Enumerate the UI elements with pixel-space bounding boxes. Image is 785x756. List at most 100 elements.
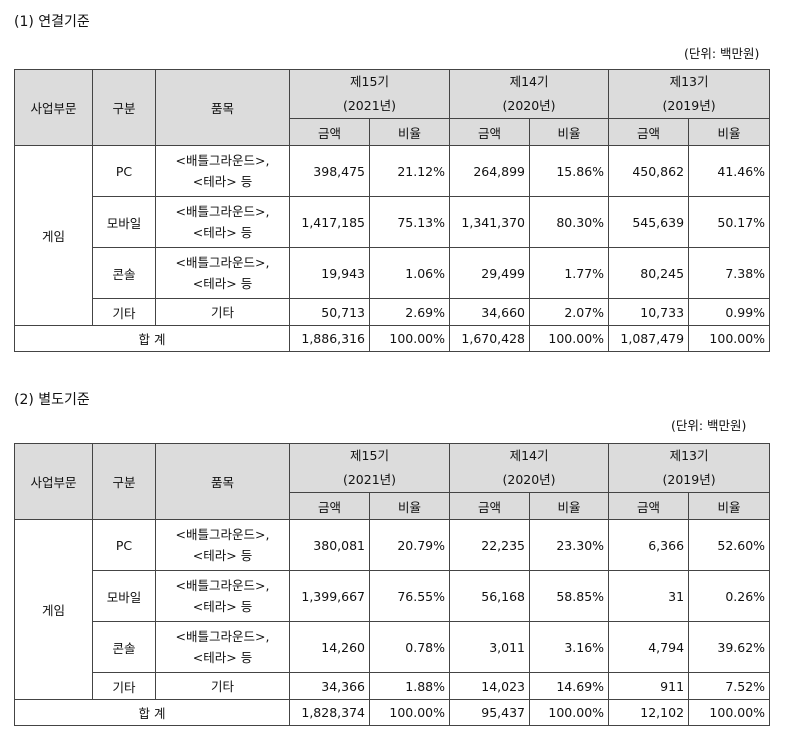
product-line: 기타 bbox=[210, 304, 234, 320]
unit-label: (단위: 백만원) bbox=[671, 418, 747, 433]
product-line: <배틀그라운드>, bbox=[175, 527, 270, 542]
ratio-cell: 20.79% bbox=[368, 519, 451, 571]
amount-cell: 34,366 bbox=[289, 672, 370, 700]
ratio-cell: 1.77% bbox=[529, 247, 610, 299]
table-row: 모바일 <배틀그라운드>, <테라> 등 1,417,185 75.13% 1,341,3… bbox=[15, 196, 771, 248]
category-cell: 기타 bbox=[92, 298, 156, 326]
ratio-cell: 2.07% bbox=[529, 298, 610, 326]
amount-cell: 50,713 bbox=[289, 298, 370, 326]
ratio-cell: 0.99% bbox=[688, 298, 771, 326]
ratio-cell: 52.60% bbox=[688, 519, 771, 571]
product-line: <배틀그라운드>, bbox=[175, 629, 270, 644]
category-cell: 모바일 bbox=[92, 196, 156, 248]
period-header: 제14기 (2020년) bbox=[449, 69, 610, 119]
segment-cell: 게임 bbox=[14, 519, 93, 700]
period-name: 제14기 bbox=[509, 74, 549, 89]
ratio-cell: 76.55% bbox=[368, 570, 451, 622]
amount-cell: 14,260 bbox=[289, 621, 370, 673]
amount-cell: 4,794 bbox=[608, 621, 690, 673]
ratio-cell: 0.78% bbox=[368, 621, 451, 673]
ratio-cell: 23.30% bbox=[529, 519, 610, 571]
ratio-cell: 21.12% bbox=[368, 145, 451, 197]
category-cell: 기타 bbox=[92, 672, 156, 700]
product-line: <테라> 등 bbox=[192, 225, 253, 240]
ratio-cell: 1.88% bbox=[368, 672, 451, 700]
ratio-header: 비율 bbox=[688, 492, 771, 520]
table-row: 콘솔 <배틀그라운드>, <테라> 등 19,943 1.06% 29,499 1.77% 8… bbox=[15, 247, 771, 299]
product-line: <배틀그라운드>, bbox=[175, 153, 270, 168]
total-ratio-cell: 100.00% bbox=[368, 325, 451, 352]
product-line: 기타 bbox=[210, 678, 234, 694]
header-row: 사업부문 구분 품목 제15기 (2021년) 제14기 (2020년) 제13기 (2019년… bbox=[14, 443, 771, 520]
table-row: 게임 PC <배틀그라운드>, <테라> 등 380,081 20.79% 22,235 23… bbox=[14, 519, 771, 700]
ratio-cell: 39.62% bbox=[688, 621, 771, 673]
segment-cell: 게임 bbox=[14, 145, 93, 326]
period-year: (2021년) bbox=[342, 472, 397, 487]
total-amount-cell: 1,886,316 bbox=[289, 325, 370, 352]
product-line: <배틀그라운드>, bbox=[175, 204, 270, 219]
amount-cell: 1,417,185 bbox=[289, 196, 370, 248]
amount-cell: 264,899 bbox=[449, 145, 531, 197]
period-name: 제15기 bbox=[350, 448, 389, 463]
total-ratio-cell: 100.00% bbox=[688, 699, 771, 726]
total-amount-cell: 1,670,428 bbox=[449, 325, 531, 352]
segment-header: 사업부문 bbox=[14, 443, 93, 520]
amount-cell: 450,862 bbox=[608, 145, 690, 197]
revenue-table: 사업부문 구분 품목 제15기 (2021년) 제14기 (2020년) 제13기 (2019년… bbox=[14, 443, 771, 726]
segment-header: 사업부문 bbox=[14, 69, 93, 146]
product-header: 품목 bbox=[155, 443, 290, 520]
period-name: 제14기 bbox=[509, 448, 549, 463]
product-cell: 기타 bbox=[155, 298, 290, 326]
amount-header: 금액 bbox=[449, 492, 531, 520]
amount-cell: 19,943 bbox=[289, 247, 370, 299]
ratio-cell: 7.38% bbox=[688, 247, 771, 299]
total-row: 합 계 1,886,316 100.00% 1,670,428 100.00% 1,087… bbox=[14, 325, 771, 352]
period-header: 제13기 (2019년) bbox=[608, 69, 771, 119]
ratio-cell: 0.26% bbox=[688, 570, 771, 622]
table-row: 기타 기타 50,713 2.69% 34,660 2.07% 10,733 0.99% bbox=[15, 298, 771, 326]
ratio-cell: 14.69% bbox=[529, 672, 610, 700]
product-line: <테라> 등 bbox=[192, 548, 253, 563]
ratio-cell: 50.17% bbox=[688, 196, 771, 248]
amount-cell: 31 bbox=[608, 570, 690, 622]
period-name: 제13기 bbox=[669, 448, 709, 463]
unit-label: (단위: 백만원) bbox=[684, 46, 760, 61]
ratio-cell: 1.06% bbox=[368, 247, 451, 299]
ratio-cell: 7.52% bbox=[688, 672, 771, 700]
total-ratio-cell: 100.00% bbox=[529, 699, 610, 726]
period-name: 제15기 bbox=[350, 74, 389, 89]
total-amount-cell: 12,102 bbox=[608, 699, 690, 726]
total-amount-cell: 95,437 bbox=[449, 699, 531, 726]
amount-cell: 80,245 bbox=[608, 247, 690, 299]
period-header: 제14기 (2020년) bbox=[449, 443, 610, 493]
ratio-header: 비율 bbox=[368, 118, 451, 146]
category-header: 구분 bbox=[92, 443, 156, 520]
amount-cell: 34,660 bbox=[449, 298, 531, 326]
total-label: 합 계 bbox=[14, 699, 290, 726]
header-subrow: 금액 비율 금액 비율 금액 비율 bbox=[15, 118, 771, 146]
amount-header: 금액 bbox=[608, 118, 690, 146]
ratio-header: 비율 bbox=[688, 118, 771, 146]
total-ratio-cell: 100.00% bbox=[688, 325, 771, 352]
amount-cell: 22,235 bbox=[449, 519, 531, 571]
amount-cell: 380,081 bbox=[289, 519, 370, 571]
product-cell: <배틀그라운드>, <테라> 등 bbox=[155, 519, 290, 571]
amount-cell: 10,733 bbox=[608, 298, 690, 326]
amount-cell: 56,168 bbox=[449, 570, 531, 622]
amount-header: 금액 bbox=[289, 492, 370, 520]
table-row: 기타 기타 34,366 1.88% 14,023 14.69% 911 7.52% bbox=[15, 672, 771, 700]
amount-cell: 911 bbox=[608, 672, 690, 700]
amount-cell: 3,011 bbox=[449, 621, 531, 673]
amount-header: 금액 bbox=[449, 118, 531, 146]
section-title: (1) 연결기준 bbox=[14, 14, 90, 30]
category-cell: 콘솔 bbox=[92, 621, 156, 673]
table-row: 모바일 <배틀그라운드>, <테라> 등 1,399,667 76.55% 56,168 5… bbox=[15, 570, 771, 622]
table-body: 게임 PC <배틀그라운드>, <테라> 등 398,475 21.12% 264,899 1… bbox=[14, 145, 771, 352]
period-header: 제13기 (2019년) bbox=[608, 443, 771, 493]
period-header: 제15기 (2021년) bbox=[288, 443, 451, 493]
period-year: (2020년) bbox=[502, 472, 556, 487]
section-title: (2) 별도기준 bbox=[14, 392, 90, 408]
amount-cell: 29,499 bbox=[449, 247, 531, 299]
amount-cell: 1,341,370 bbox=[449, 196, 531, 248]
category-cell: PC bbox=[92, 519, 156, 571]
